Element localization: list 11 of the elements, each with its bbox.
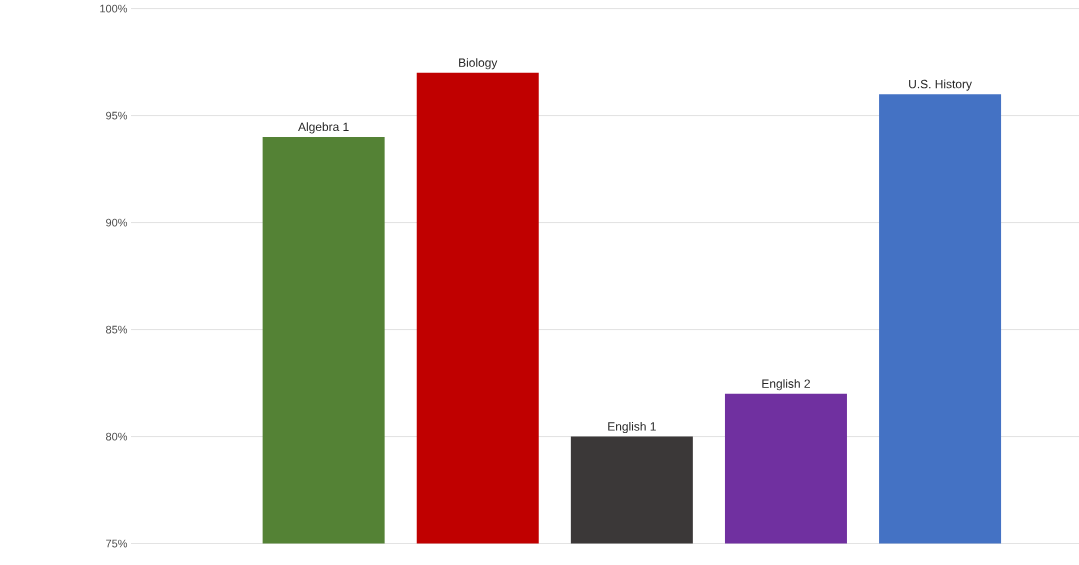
y-tick-label: 80%: [106, 432, 128, 441]
x-tick-label: Algebra 1: [298, 122, 349, 134]
y-tick-label: 75%: [106, 539, 128, 548]
x-tick-label: Biology: [459, 58, 498, 70]
x-tick-label: English 1: [608, 421, 656, 434]
y-tick-label: 100%: [100, 4, 128, 13]
y-tick-label: 90%: [106, 218, 128, 227]
y-tick-label: 95%: [106, 111, 128, 120]
x-tick-label: English 2: [762, 379, 810, 391]
y-tick-label: 85%: [106, 325, 128, 334]
x-tick-label: U.S. History: [909, 79, 972, 91]
